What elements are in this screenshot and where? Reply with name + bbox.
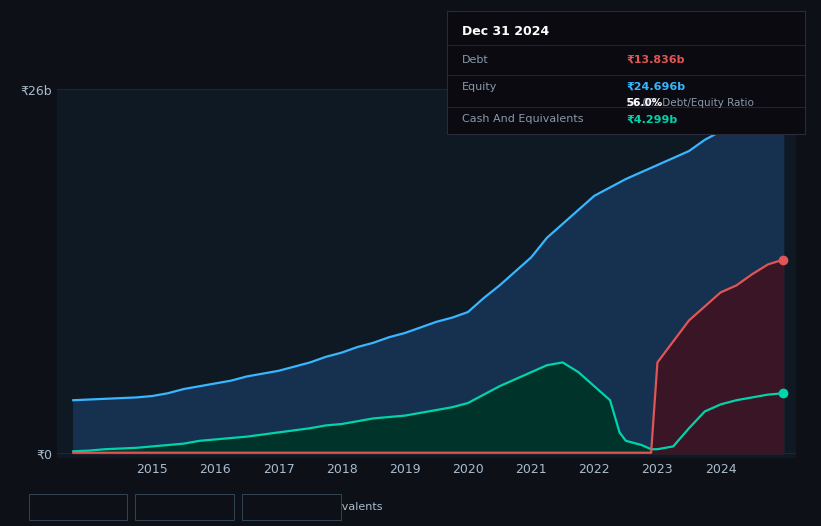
Text: Dec 31 2024: Dec 31 2024 <box>461 25 549 38</box>
Text: 56.0% Debt/Equity Ratio: 56.0% Debt/Equity Ratio <box>626 98 754 108</box>
Text: ₹24.696b: ₹24.696b <box>626 82 686 92</box>
Text: ●: ● <box>142 502 150 512</box>
Text: Cash And Equivalents: Cash And Equivalents <box>261 502 383 512</box>
Text: ●: ● <box>249 502 257 512</box>
Text: Debt: Debt <box>461 55 488 65</box>
Text: ₹13.836b: ₹13.836b <box>626 55 685 65</box>
Text: Cash And Equivalents: Cash And Equivalents <box>461 114 583 124</box>
Text: Equity: Equity <box>154 502 190 512</box>
Text: Equity: Equity <box>461 82 497 92</box>
Text: 56.0%: 56.0% <box>626 98 663 108</box>
Text: ●: ● <box>35 502 44 512</box>
Text: ₹4.299b: ₹4.299b <box>626 114 677 124</box>
Text: Debt: Debt <box>48 502 75 512</box>
